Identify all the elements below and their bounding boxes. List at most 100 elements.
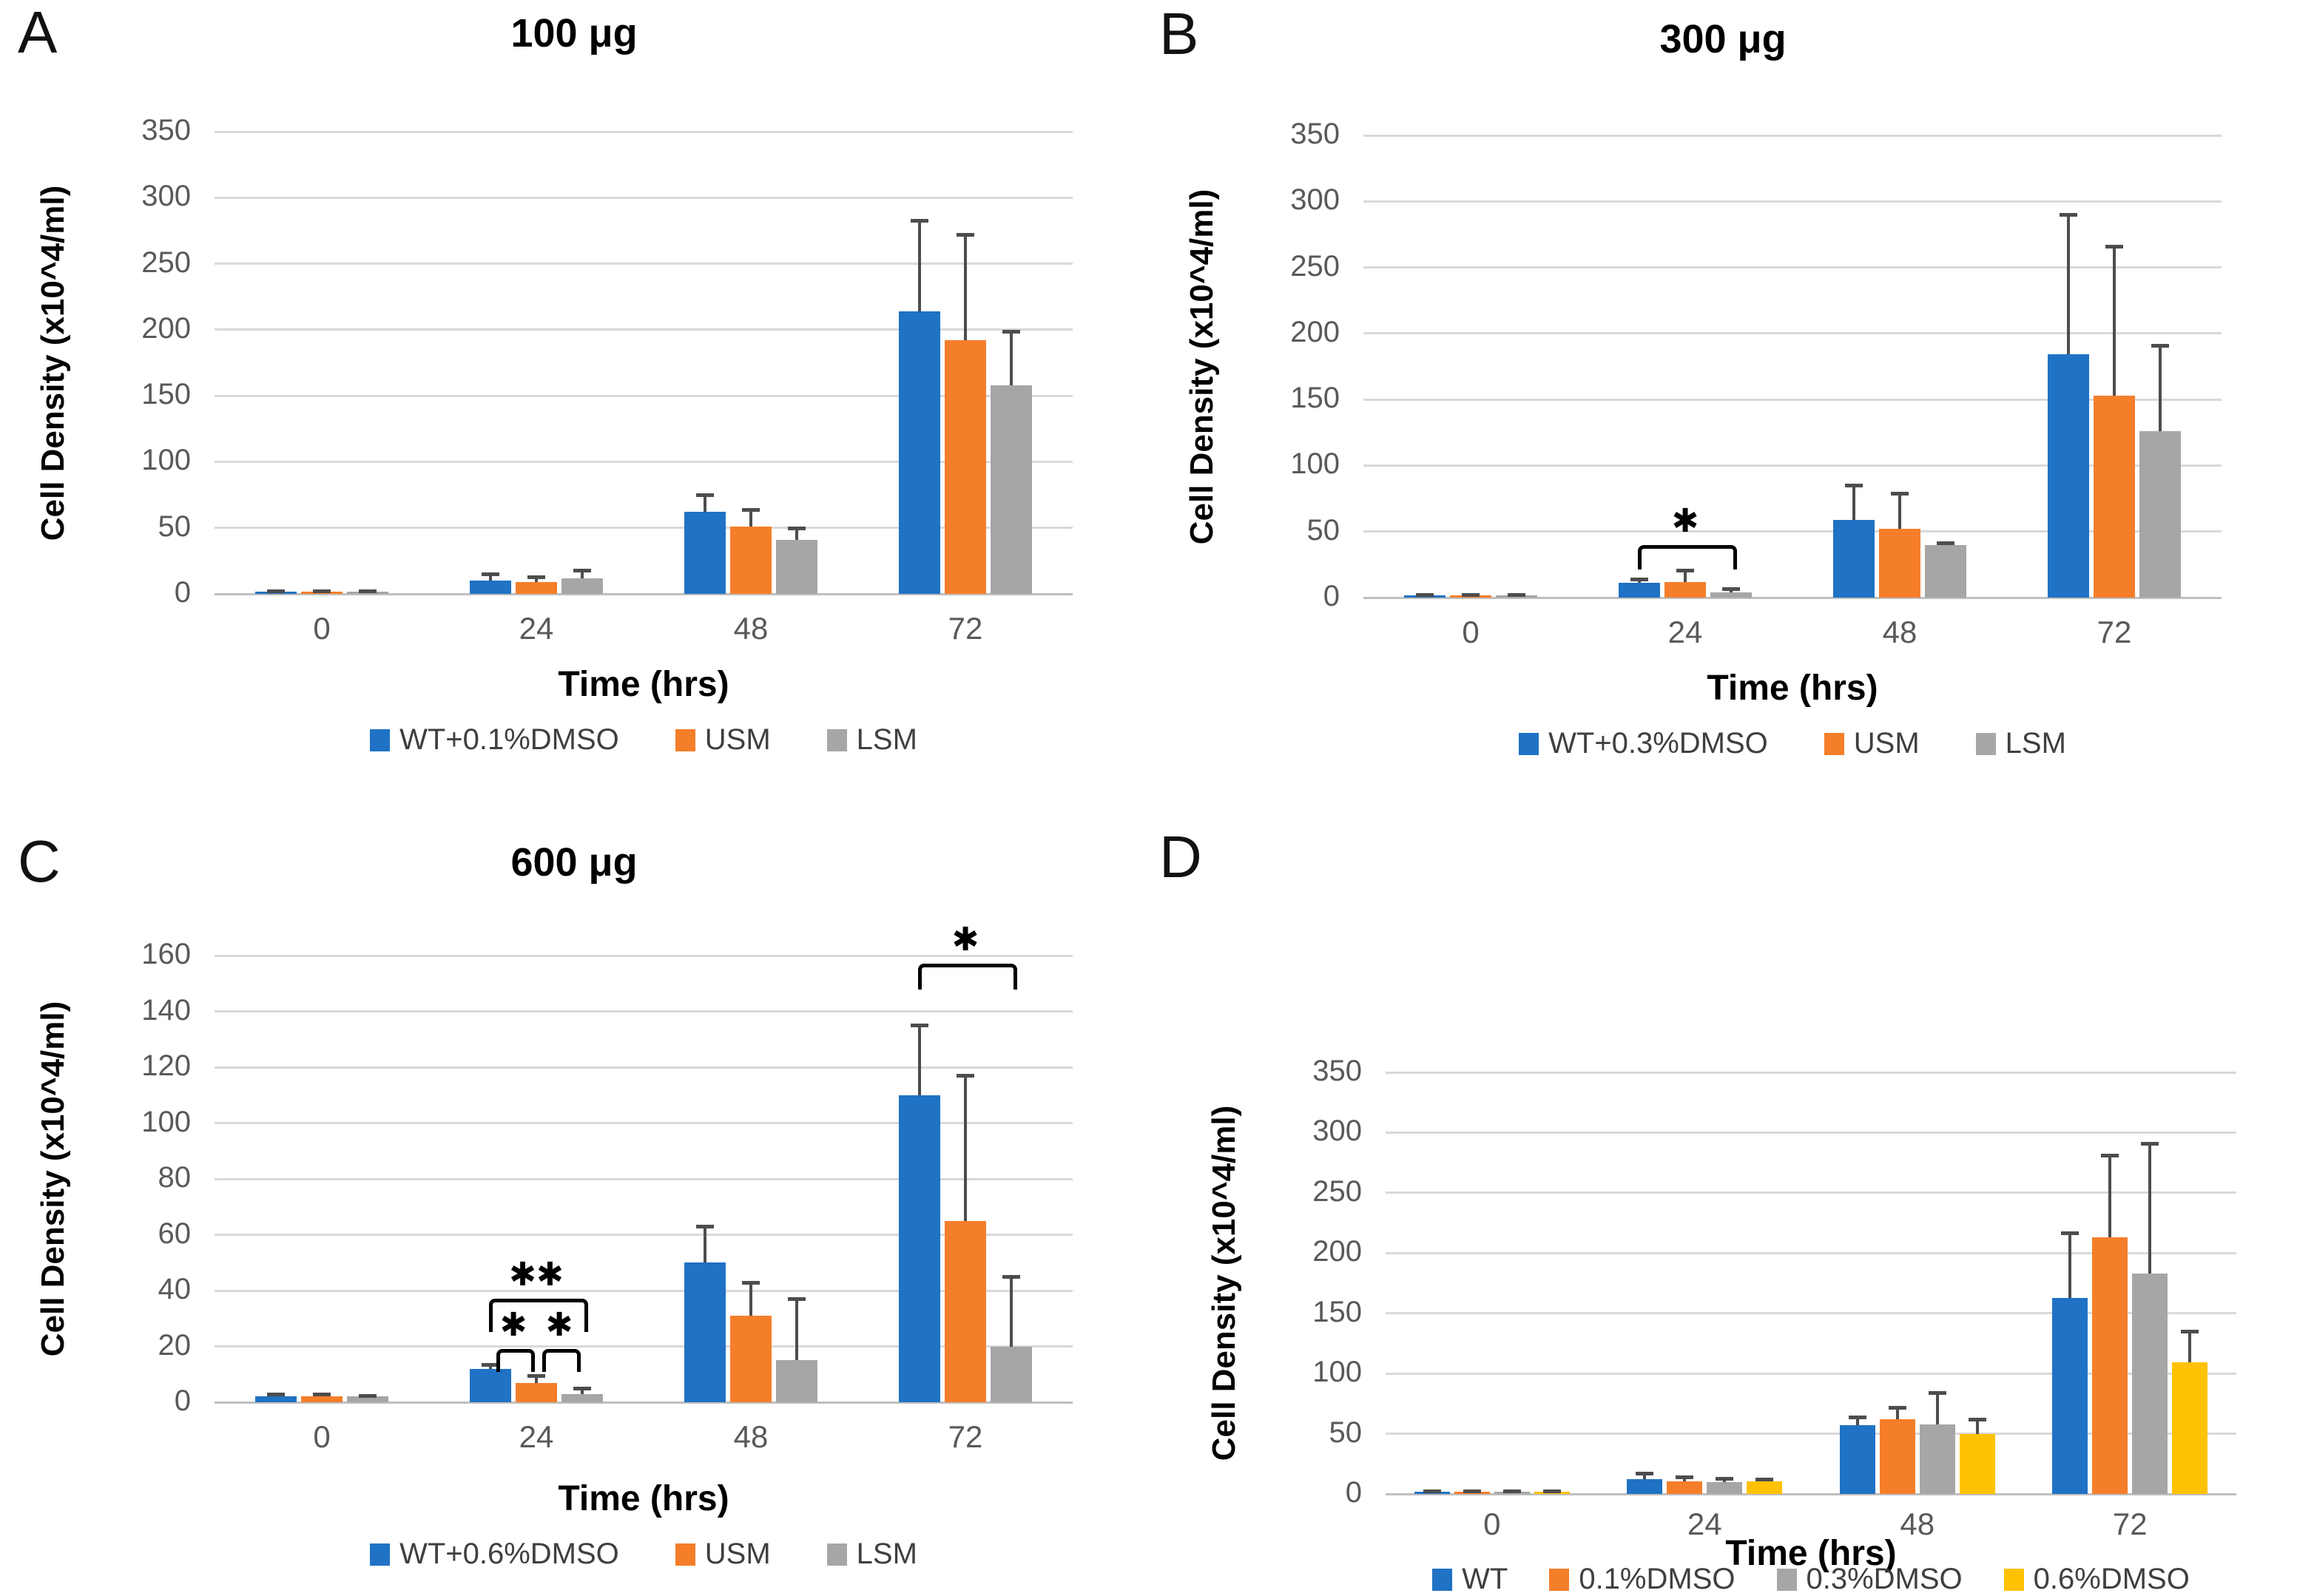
- bar-LSM-48h: [776, 1360, 817, 1402]
- panel-b: B 300 μg Cell Density (x10^4/ml) 0 50 100 1…: [1149, 0, 2297, 797]
- bar-LSM-72h: [991, 385, 1032, 594]
- error-bar-cap: [1722, 586, 1740, 591]
- y-tick-label: 250: [1290, 249, 1340, 283]
- legend-swatch-orange: [675, 728, 695, 751]
- panel-c: C 600 μg Cell Density (x10^4/ml) 0 20 40 60…: [0, 797, 1148, 1593]
- legend-label: USM: [704, 723, 771, 756]
- y-tick-label: 250: [141, 246, 191, 279]
- error-bar-cap: [1636, 1472, 1654, 1476]
- gridline: [215, 196, 1073, 199]
- legend-item: WT+0.6%DMSO: [370, 1538, 619, 1571]
- gridline: [215, 1177, 1073, 1180]
- panel-letter: D: [1159, 824, 1202, 890]
- panel-letter: A: [18, 0, 58, 65]
- x-axis-label: Time (hrs): [1725, 1534, 1897, 1573]
- x-tick-label: 48: [733, 1419, 769, 1454]
- error-bar-cap: [2060, 213, 2077, 217]
- error-bar: [1975, 1419, 1979, 1434]
- error-bar: [1855, 1416, 1859, 1426]
- bar-0.3%DMSO-48h: [1919, 1424, 1955, 1494]
- bar-LSM-48h: [776, 539, 817, 594]
- error-bar-cap: [359, 1393, 377, 1398]
- bar-0.6%DMSO-72h: [2172, 1362, 2208, 1494]
- y-tick-label: 200: [141, 311, 191, 345]
- bar-LSM-24h: [1710, 592, 1752, 598]
- x-tick-label: 0: [313, 611, 331, 646]
- x-tick-label: 24: [1667, 615, 1703, 649]
- bar-USM-72h: [945, 1220, 986, 1402]
- plot-area: 0 50 100 150 200 250 300 350 0 24 48 72: [1312, 1055, 2236, 1541]
- legend-label: 0.6%DMSO: [2033, 1563, 2190, 1595]
- legend-item: USM: [675, 723, 771, 757]
- legend-label: WT+0.1%DMSO: [399, 723, 619, 756]
- error-bar: [581, 569, 584, 578]
- error-bar-cap: [911, 218, 928, 223]
- error-bar-cap: [1755, 1478, 1774, 1482]
- y-tick-label: 150: [1290, 382, 1340, 415]
- bar-0.1%DMSO-24h: [1667, 1481, 1703, 1494]
- y-tick-label: 160: [141, 938, 191, 970]
- legend-item: USM: [675, 1538, 771, 1571]
- gridline: [215, 130, 1073, 133]
- bar-WT-48h: [1839, 1425, 1875, 1494]
- x-tick-label: 24: [519, 611, 554, 646]
- legend-swatch-blue: [370, 728, 391, 751]
- error-bar: [2108, 1155, 2112, 1238]
- error-bar-cap: [1542, 1489, 1561, 1493]
- error-bar: [1684, 569, 1687, 582]
- error-bar-cap: [527, 1374, 545, 1379]
- legend-swatch-blue: [1432, 1568, 1453, 1591]
- gridline: [1363, 134, 2222, 137]
- bar-0.3%DMSO-24h: [1707, 1481, 1743, 1494]
- error-bar: [918, 1025, 921, 1095]
- bar-WT+0.6%DMSO-72h: [899, 1095, 940, 1402]
- error-bar-cap: [2101, 1154, 2119, 1158]
- legend-label: 0.3%DMSO: [1806, 1563, 1963, 1595]
- bar-WT+0.3%DMSO-72h: [2048, 354, 2089, 598]
- error-bar-cap: [1423, 1489, 1441, 1493]
- y-axis-label: Cell Density (x10^4/ml): [35, 1001, 71, 1357]
- bar-0.6%DMSO-24h: [1747, 1481, 1783, 1494]
- legend-label: LSM: [856, 1538, 917, 1570]
- y-tick-label: 150: [1312, 1295, 1362, 1328]
- error-bar: [1010, 1277, 1013, 1347]
- legend-label: USM: [1853, 727, 1920, 760]
- x-tick-label: 24: [519, 1419, 554, 1454]
- bar-WT-24h: [1627, 1479, 1663, 1494]
- error-bar-cap: [359, 589, 377, 593]
- bar-USM-48h: [730, 526, 772, 594]
- error-bar-cap: [788, 526, 806, 530]
- error-bar: [1010, 331, 1013, 385]
- y-tick-label: 0: [1345, 1476, 1362, 1509]
- legend-label: WT+0.3%DMSO: [1548, 727, 1768, 760]
- error-bar: [918, 220, 921, 311]
- legend-item: LSM: [1975, 727, 2066, 760]
- x-axis-baseline: [1386, 1492, 2236, 1495]
- bar-LSM-0h: [347, 1396, 388, 1402]
- error-bar-cap: [957, 233, 974, 237]
- legend-label: USM: [704, 1538, 771, 1570]
- significance-label: ✱: [1671, 502, 1699, 539]
- x-tick-label: 0: [1483, 1507, 1501, 1541]
- error-bar-cap: [2105, 245, 2123, 248]
- error-bar: [964, 234, 967, 341]
- bar-0.1%DMSO-72h: [2092, 1237, 2128, 1494]
- plot-area: 0 50 100 150 200 250 300 350 0 24 48 72 ✱: [1290, 118, 2222, 649]
- legend-swatch-blue: [1519, 732, 1539, 755]
- legend-label: LSM: [2005, 727, 2066, 760]
- legend: WT+0.3%DMSO USM LSM: [1363, 727, 2222, 760]
- error-bar-cap: [911, 1024, 928, 1028]
- x-tick-label: 72: [2097, 615, 2132, 649]
- y-tick-label: 50: [158, 510, 192, 543]
- gridline: [1363, 398, 2222, 401]
- y-axis-label: Cell Density (x10^4/ml): [1184, 189, 1220, 544]
- error-bar-cap: [573, 568, 591, 572]
- bar-USM-48h: [1879, 529, 1920, 598]
- y-tick-label: 150: [141, 378, 191, 411]
- error-bar-cap: [957, 1074, 974, 1078]
- error-bar: [795, 1299, 798, 1361]
- panel-title: 600 μg: [510, 840, 638, 885]
- legend-label: WT: [1462, 1563, 1508, 1595]
- gridline: [215, 1066, 1073, 1069]
- panel-title: 300 μg: [1659, 17, 1787, 61]
